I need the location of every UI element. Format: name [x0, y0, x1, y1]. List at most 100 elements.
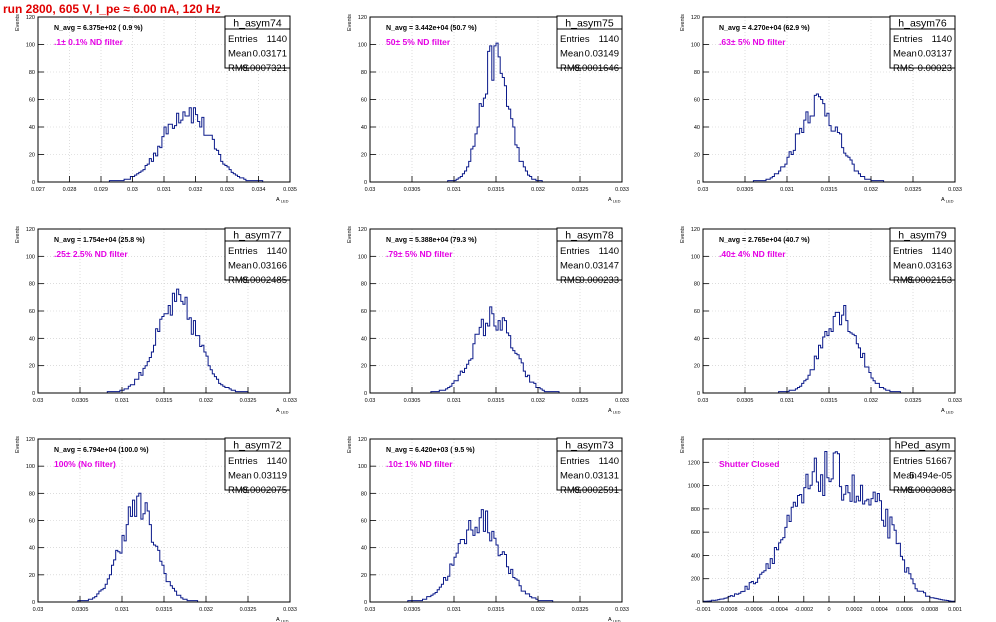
x-tick-label: 0.0315 — [156, 607, 173, 613]
x-tick-label: 0.03 — [127, 187, 138, 193]
x-tick-label: 0.0002 — [846, 607, 863, 613]
stats-value: 0.03119 — [253, 471, 287, 482]
y-tick-label: 80 — [29, 282, 35, 288]
histogram-panel: 0 20 40 60 80 100 120 0.027 0.028 0.029 0.03 0.031 0… — [15, 14, 297, 204]
stats-key: Mean — [893, 471, 917, 482]
stats-value: 0.03149 — [585, 49, 619, 60]
stats-value: 5.494e-05 — [909, 471, 952, 482]
y-tick-label: 120 — [358, 227, 367, 233]
y-tick-label: 100 — [358, 43, 367, 49]
navg-label: N_avg = 6.420e+03 ( 9.5 %) — [386, 447, 475, 454]
x-tick-label: -0.0002 — [794, 607, 813, 613]
x-tick-label: 0.0315 — [488, 607, 505, 613]
x-tick-label: 0.03 — [365, 398, 376, 404]
x-tick-label: 0.032 — [199, 607, 213, 613]
x-axis-label: A LED — [941, 408, 954, 415]
y-tick-label: 0 — [697, 180, 700, 186]
stats-value: 0.0003083 — [907, 485, 952, 496]
stats-key: Entries — [893, 246, 923, 257]
stats-key: Entries — [228, 456, 258, 467]
x-tick-label: 0.0325 — [905, 398, 922, 404]
y-tick-label: 40 — [361, 546, 367, 552]
stats-key: Mean — [560, 49, 584, 60]
x-tick-label: 0.0305 — [404, 398, 421, 404]
x-tick-label: 0.0325 — [240, 607, 257, 613]
y-tick-label: 20 — [694, 153, 700, 159]
x-tick-label: 0.03 — [365, 607, 376, 613]
x-tick-label: 0.0325 — [572, 607, 589, 613]
y-tick-label: 20 — [29, 153, 35, 159]
stats-key: RMS — [228, 63, 249, 74]
histogram-panel: 0 20 40 60 80 100 120 0.03 0.0305 0.031 0.0315 0.03… — [347, 226, 629, 415]
histogram-panel: 0 200 400 600 800 1000 1200 -0.001 -0.0008 -0.000… — [680, 436, 962, 613]
stats-key: Mean — [560, 261, 584, 272]
x-tick-label: 0.0004 — [871, 607, 888, 613]
histogram-panel: 0 20 40 60 80 100 120 0.03 0.0305 0.031 0.0315 0.03… — [15, 436, 297, 622]
y-tick-label: 800 — [691, 507, 700, 513]
stats-value: 1140 — [932, 246, 952, 257]
y-tick-label: 0 — [364, 180, 367, 186]
stats-name: hPed_asym — [895, 440, 951, 452]
y-tick-label: 80 — [29, 491, 35, 497]
y-tick-label: 120 — [26, 15, 35, 21]
y-tick-label: 60 — [29, 519, 35, 525]
y-axis-label: Events — [680, 226, 686, 243]
y-tick-label: 400 — [691, 553, 700, 559]
x-tick-label: 0.033 — [615, 187, 629, 193]
x-tick-label: 0.031 — [447, 607, 461, 613]
stats-key: Entries — [560, 34, 590, 45]
stats-value: 51667 — [926, 456, 952, 467]
x-tick-label: 0.0305 — [72, 607, 89, 613]
x-tick-label: 0.031 — [115, 607, 129, 613]
y-tick-label: 60 — [29, 309, 35, 315]
y-tick-label: 40 — [361, 336, 367, 342]
x-tick-label: 0.03 — [365, 187, 376, 193]
x-tick-label: 0.0325 — [572, 398, 589, 404]
histogram-panel: 0 20 40 60 80 100 120 0.03 0.0305 0.031 0.0315 0.03… — [347, 436, 629, 622]
navg-label: N_avg = 5.388e+04 (79.3 %) — [386, 237, 477, 244]
x-tick-label: 0.033 — [220, 187, 234, 193]
navg-label: N_avg = 3.442e+04 (50.7 %) — [386, 25, 477, 32]
filter-label: .63± 5% ND filter — [719, 37, 786, 47]
stats-name: h_asym74 — [233, 18, 282, 30]
y-tick-label: 60 — [361, 98, 367, 104]
x-tick-label: -0.0004 — [769, 607, 788, 613]
stats-key: Entries — [228, 246, 258, 257]
stats-key: RMS — [228, 485, 249, 496]
stats-value: 0.000233 — [579, 275, 619, 286]
x-tick-label: 0.032 — [531, 607, 545, 613]
x-tick-label: 0.0006 — [896, 607, 913, 613]
x-tick-label: 0.034 — [252, 187, 266, 193]
stats-name: h_asym78 — [565, 230, 614, 242]
y-axis-label: Events — [680, 436, 686, 453]
x-tick-label: 0.0315 — [488, 187, 505, 193]
y-tick-label: 120 — [358, 15, 367, 21]
stats-value: 0.0001646 — [574, 63, 619, 74]
y-tick-label: 80 — [361, 491, 367, 497]
x-tick-label: -0.0006 — [744, 607, 763, 613]
filter-label: .1± 0.1% ND filter — [54, 37, 124, 47]
stats-name: h_asym72 — [233, 440, 282, 452]
y-tick-label: 100 — [26, 43, 35, 49]
x-axis-label: A LED — [276, 408, 289, 415]
filter-label: .79± 5% ND filter — [386, 249, 453, 259]
y-tick-label: 60 — [694, 309, 700, 315]
y-tick-label: 200 — [691, 577, 700, 583]
stats-value: 1140 — [599, 34, 619, 45]
y-tick-label: 80 — [29, 70, 35, 76]
stats-box — [889, 15, 956, 69]
x-tick-label: 0.032 — [864, 398, 878, 404]
stats-name: h_asym79 — [898, 230, 947, 242]
x-tick-label: 0.0315 — [156, 398, 173, 404]
y-tick-label: 0 — [697, 391, 700, 397]
x-tick-label: 0.032 — [864, 187, 878, 193]
y-tick-label: 40 — [694, 125, 700, 131]
x-tick-label: 0.0325 — [572, 187, 589, 193]
y-tick-label: 0 — [364, 391, 367, 397]
histogram-panel: 0 20 40 60 80 100 120 0.03 0.0305 0.031 0.0315 0.03… — [680, 226, 962, 415]
y-tick-label: 100 — [358, 464, 367, 470]
stats-key: Mean — [228, 261, 252, 272]
stats-value: 0.03166 — [253, 261, 287, 272]
stats-key: RMS — [560, 63, 581, 74]
